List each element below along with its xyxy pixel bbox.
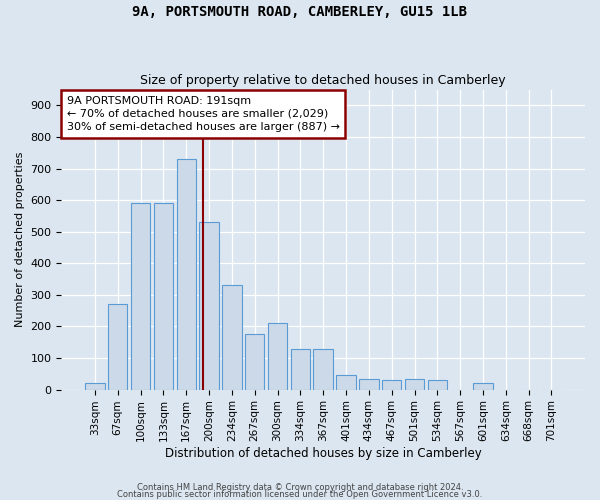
- Bar: [337, 376, 356, 390]
- Bar: [85, 384, 104, 390]
- Text: 9A, PORTSMOUTH ROAD, CAMBERLEY, GU15 1LB: 9A, PORTSMOUTH ROAD, CAMBERLEY, GU15 1LB: [133, 5, 467, 19]
- Text: Contains public sector information licensed under the Open Government Licence v3: Contains public sector information licen…: [118, 490, 482, 499]
- Bar: [313, 348, 333, 390]
- Bar: [154, 204, 173, 390]
- Bar: [268, 324, 287, 390]
- Bar: [382, 380, 401, 390]
- Bar: [245, 334, 265, 390]
- Bar: [199, 222, 219, 390]
- Bar: [359, 378, 379, 390]
- Bar: [290, 348, 310, 390]
- Bar: [405, 378, 424, 390]
- Text: Contains HM Land Registry data © Crown copyright and database right 2024.: Contains HM Land Registry data © Crown c…: [137, 484, 463, 492]
- Bar: [108, 304, 127, 390]
- Bar: [131, 204, 150, 390]
- Bar: [222, 286, 242, 390]
- Bar: [428, 380, 447, 390]
- Bar: [176, 159, 196, 390]
- X-axis label: Distribution of detached houses by size in Camberley: Distribution of detached houses by size …: [165, 447, 482, 460]
- Bar: [473, 384, 493, 390]
- Title: Size of property relative to detached houses in Camberley: Size of property relative to detached ho…: [140, 74, 506, 87]
- Y-axis label: Number of detached properties: Number of detached properties: [15, 152, 25, 328]
- Text: 9A PORTSMOUTH ROAD: 191sqm
← 70% of detached houses are smaller (2,029)
30% of s: 9A PORTSMOUTH ROAD: 191sqm ← 70% of deta…: [67, 96, 340, 132]
